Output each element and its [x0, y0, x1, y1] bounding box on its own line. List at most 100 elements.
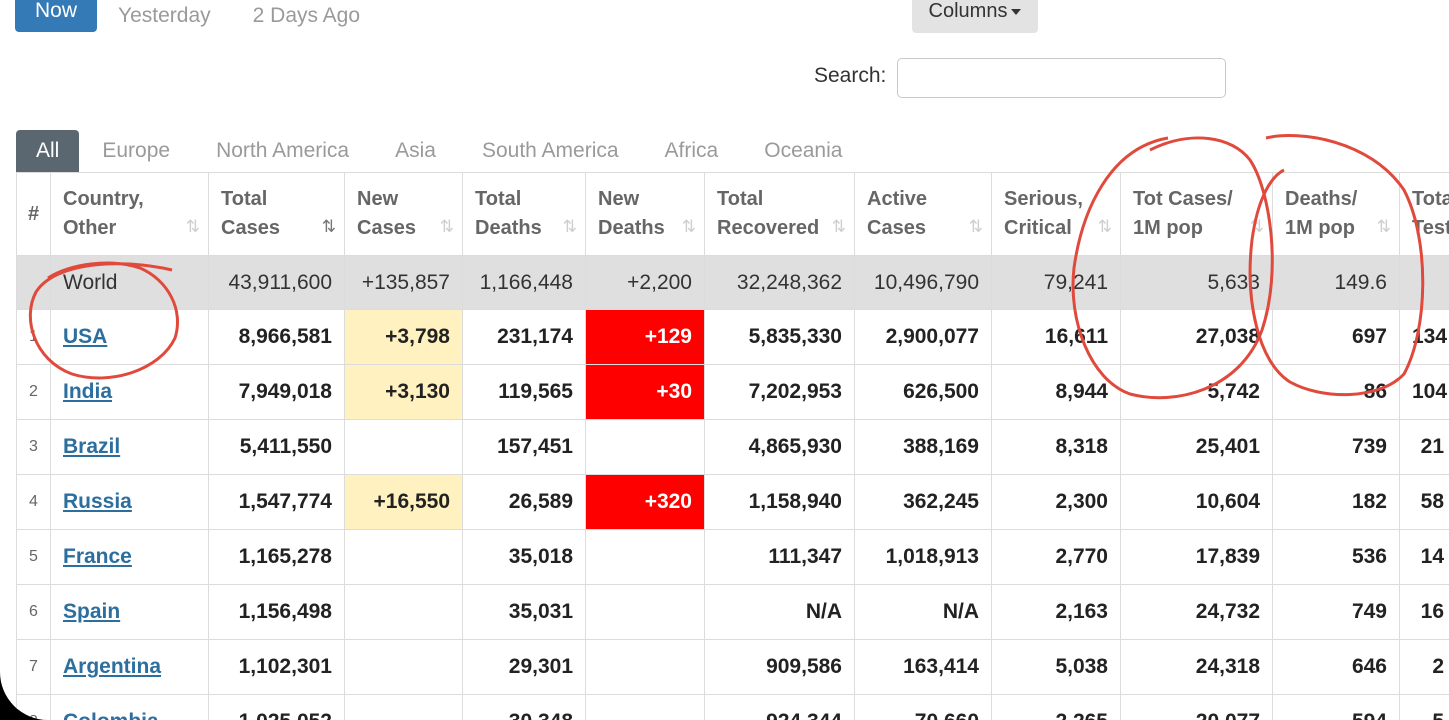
tab-all[interactable]: All — [16, 130, 80, 172]
cell-country: Brazil — [50, 419, 209, 475]
cell-tot-cases-per-1m: 20,077 — [1120, 694, 1273, 720]
cell-total-deaths: 119,565 — [462, 364, 586, 420]
cell-total-deaths: 35,018 — [462, 529, 586, 585]
cell-total-tests: 134 — [1399, 309, 1449, 365]
header-serious-critical[interactable]: Serious, Critical ⇅ — [991, 172, 1121, 256]
region-tabs: All Europe North America Asia South Amer… — [16, 130, 865, 172]
tab-north-america[interactable]: North America — [216, 139, 350, 162]
world-cell-serious-critical: 79,241 — [991, 255, 1121, 310]
header-index[interactable]: # — [16, 172, 51, 256]
header-total-tests[interactable]: TotalTests — [1399, 172, 1449, 256]
country-link[interactable]: Brazil — [63, 435, 121, 458]
header-country[interactable]: Country, Other ⇅ — [50, 172, 209, 256]
table-row: 8 Colombia 1,025,052 30,348 924,34470,6602,2… — [16, 694, 1449, 720]
world-cell-new-deaths: +2,200 — [585, 255, 705, 310]
cell-total-cases: 5,411,550 — [208, 419, 345, 475]
cell-total-cases: 1,156,498 — [208, 584, 345, 640]
world-cell-total-tests — [1399, 255, 1449, 310]
cell-tot-cases-per-1m: 24,318 — [1120, 639, 1273, 695]
country-link[interactable]: Spain — [63, 600, 121, 623]
cell-new-cases: +3,130 — [344, 364, 463, 420]
table-row: 1 USA 8,966,581 +3,798 231,174 +129 5,835,330 2… — [16, 309, 1449, 365]
cell-index: 3 — [16, 419, 51, 475]
cell-active-cases: N/A — [854, 584, 992, 640]
header-total-recovered[interactable]: Total Recovered ⇅ — [704, 172, 855, 256]
tab-yesterday[interactable]: Yesterday — [118, 4, 211, 27]
country-link[interactable]: France — [63, 545, 132, 568]
cell-new-cases — [344, 639, 463, 695]
cell-country: India — [50, 364, 209, 420]
sort-icon: ⇅ — [1249, 217, 1264, 236]
cell-tot-cases-per-1m: 27,038 — [1120, 309, 1273, 365]
sort-desc-icon: ⇅ — [321, 217, 336, 236]
cell-country: Russia — [50, 474, 209, 530]
cell-deaths-per-1m: 749 — [1272, 584, 1400, 640]
cell-total-cases: 1,102,301 — [208, 639, 345, 695]
cell-country: Argentina — [50, 639, 209, 695]
cell-active-cases: 2,900,077 — [854, 309, 992, 365]
cell-tot-cases-per-1m: 17,839 — [1120, 529, 1273, 585]
table-row: 7 Argentina 1,102,301 29,301 909,586 163,414 5… — [16, 639, 1449, 695]
cell-total-recovered: 7,202,953 — [704, 364, 855, 420]
cell-total-tests: 16 — [1399, 584, 1449, 640]
tab-now[interactable]: Now — [15, 0, 98, 32]
country-link[interactable]: Colombia — [63, 710, 159, 720]
country-link[interactable]: Russia — [63, 490, 132, 513]
tab-2-days-ago[interactable]: 2 Days Ago — [252, 4, 361, 27]
header-new-deaths[interactable]: New Deaths ⇅ — [585, 172, 705, 256]
cell-deaths-per-1m: 739 — [1272, 419, 1400, 475]
header-total-deaths[interactable]: Total Deaths ⇅ — [462, 172, 586, 256]
cell-serious-critical: 2,770 — [991, 529, 1121, 585]
sort-icon: ⇅ — [681, 217, 696, 236]
cell-total-tests: 5 — [1399, 694, 1449, 720]
cell-deaths-per-1m: 536 — [1272, 529, 1400, 585]
search-label: Search: — [814, 64, 887, 87]
country-link[interactable]: USA — [63, 325, 108, 348]
cell-index: 2 — [16, 364, 51, 420]
cell-total-deaths: 231,174 — [462, 309, 586, 365]
cell-new-deaths — [585, 419, 705, 475]
cell-tot-cases-per-1m: 5,742 — [1120, 364, 1273, 420]
cell-total-cases: 1,547,774 — [208, 474, 345, 530]
cell-serious-critical: 2,265 — [991, 694, 1121, 720]
world-cell-new-cases: +135,857 — [344, 255, 463, 310]
cell-new-deaths — [585, 584, 705, 640]
tab-south-america[interactable]: South America — [481, 139, 619, 162]
header-tot-cases-per-1m[interactable]: Tot Cases/1M pop ⇅ — [1120, 172, 1273, 256]
cell-tot-cases-per-1m: 24,732 — [1120, 584, 1273, 640]
header-active-cases[interactable]: Active Cases ⇅ — [854, 172, 992, 256]
columns-button[interactable]: Columns — [912, 0, 1038, 33]
cell-total-deaths: 157,451 — [462, 419, 586, 475]
table-row: 4 Russia 1,547,774 +16,550 26,589 +320 1,158,9… — [16, 474, 1449, 530]
cell-total-deaths: 30,348 — [462, 694, 586, 720]
cell-total-deaths: 29,301 — [462, 639, 586, 695]
search-input[interactable] — [897, 58, 1226, 98]
cell-total-recovered: N/A — [704, 584, 855, 640]
cell-total-deaths: 35,031 — [462, 584, 586, 640]
tab-oceania[interactable]: Oceania — [764, 139, 843, 162]
header-deaths-per-1m[interactable]: Deaths/1M pop ⇅ — [1272, 172, 1400, 256]
sort-icon: ⇅ — [185, 217, 200, 236]
cell-new-deaths — [585, 639, 705, 695]
cell-new-cases: +3,798 — [344, 309, 463, 365]
world-cell-total-cases: 43,911,600 — [208, 255, 345, 310]
cell-tot-cases-per-1m: 10,604 — [1120, 474, 1273, 530]
country-link[interactable]: India — [63, 380, 113, 403]
cell-index: 1 — [16, 309, 51, 365]
country-link[interactable]: Argentina — [63, 655, 162, 678]
header-total-cases[interactable]: Total Cases ⇅ — [208, 172, 345, 256]
tab-asia[interactable]: Asia — [395, 139, 436, 162]
table-row: 5 France 1,165,278 35,018 111,347 1,018,913 2,… — [16, 529, 1449, 585]
cell-deaths-per-1m: 182 — [1272, 474, 1400, 530]
cell-country: Spain — [50, 584, 209, 640]
sort-icon: ⇅ — [1097, 217, 1112, 236]
world-cell-index — [16, 255, 51, 310]
tab-africa[interactable]: Africa — [664, 139, 719, 162]
cell-total-deaths: 26,589 — [462, 474, 586, 530]
tab-europe[interactable]: Europe — [102, 139, 171, 162]
cell-serious-critical: 5,038 — [991, 639, 1121, 695]
covid-table-container: # Country, Other ⇅ Total Cases ⇅ New Cases ⇅ T… — [16, 172, 1449, 720]
header-new-cases[interactable]: New Cases ⇅ — [344, 172, 463, 256]
cell-active-cases: 362,245 — [854, 474, 992, 530]
sort-icon: ⇅ — [968, 217, 983, 236]
